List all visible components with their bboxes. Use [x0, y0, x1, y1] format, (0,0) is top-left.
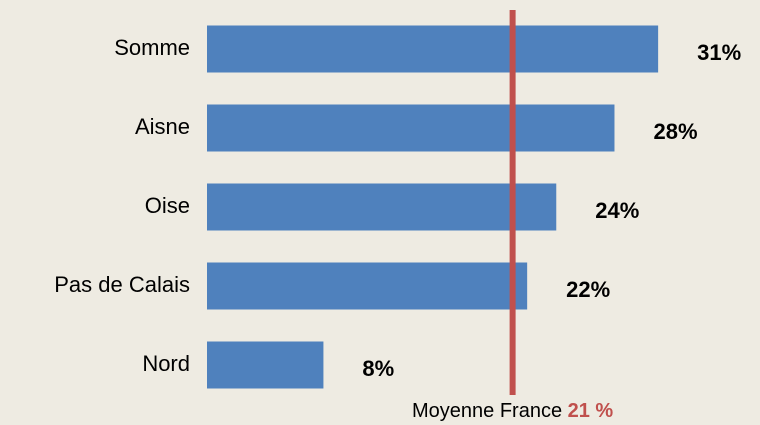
value-label: 28% — [653, 119, 697, 144]
bar — [207, 262, 528, 310]
bar — [207, 183, 557, 231]
bar — [207, 104, 615, 152]
value-label: 8% — [362, 356, 394, 381]
reference-text: Moyenne France — [412, 400, 562, 422]
category-label: Pas de Calais — [54, 272, 190, 297]
reference-label: Moyenne France 21 % — [412, 400, 613, 422]
value-label: 22% — [566, 277, 610, 302]
bar — [207, 25, 659, 73]
category-label: Somme — [114, 35, 190, 60]
category-label: Nord — [142, 351, 190, 376]
category-label: Aisne — [135, 114, 190, 139]
reference-value: 21 % — [568, 400, 614, 422]
value-label: 24% — [595, 198, 639, 223]
value-label: 31% — [697, 40, 741, 65]
bar — [207, 341, 324, 389]
category-label: Oise — [145, 193, 190, 218]
